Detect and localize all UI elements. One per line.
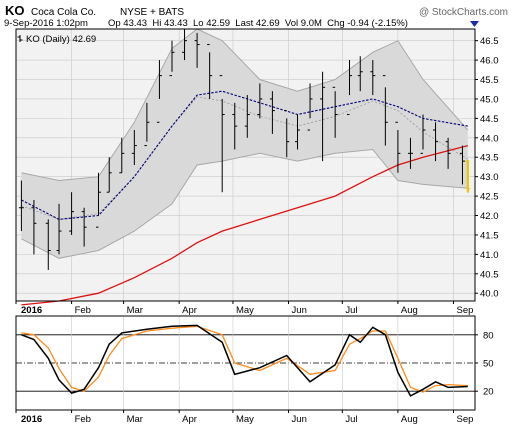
- bollinger-lower-line: [21, 148, 468, 259]
- price-tick-label: 43.5: [480, 153, 499, 164]
- stoch-x-label: Aug: [401, 414, 418, 425]
- price-tick-label: 46.5: [480, 36, 499, 47]
- company-name: Coca Cola Co.: [31, 7, 96, 18]
- price-x-label: Mar: [127, 305, 143, 316]
- stoch-tick-label: 50: [483, 359, 494, 370]
- price-x-label: Sep: [456, 305, 473, 316]
- price-x-label: Jun: [292, 305, 307, 316]
- price-tick-label: 41.0: [480, 250, 499, 261]
- price-tick-label: 42.0: [480, 211, 499, 222]
- price-x-label: Apr: [182, 305, 197, 316]
- stoch-d-line: [21, 325, 468, 393]
- price-x-label: 2016: [21, 305, 42, 316]
- bollinger-band: [21, 29, 468, 259]
- down-arrow-icon: [470, 21, 479, 27]
- price-tick-label: 45.5: [480, 75, 499, 86]
- stoch-x-label: 2016: [21, 414, 42, 425]
- stoch-x-label: May: [236, 414, 254, 425]
- ma-short-line: [21, 90, 468, 220]
- price-legend-label: KO (Daily) 42.69: [26, 34, 96, 45]
- price-tick-label: 40.5: [480, 269, 499, 280]
- stoch-tick-label: 80: [483, 330, 494, 341]
- price-tick-label: 43.0: [480, 172, 499, 183]
- stoch-x-label: Mar: [127, 414, 143, 425]
- price-x-label: Jul: [345, 305, 357, 316]
- exchange-label: NYSE + BATS: [120, 7, 184, 18]
- price-tick-label: 46.0: [480, 56, 499, 67]
- stoch-tick-label: 20: [483, 387, 494, 398]
- stoch-x-axis: 2016 Feb Mar Apr May Jun Jul Aug Sep: [15, 410, 473, 425]
- price-x-label: May: [236, 305, 254, 316]
- price-content: [18, 28, 471, 306]
- price-tick-label: 40.0: [480, 289, 499, 300]
- price-tick-label: 44.5: [480, 114, 499, 125]
- quote-date: 9-Sep-2016 1:02pm: [4, 18, 88, 29]
- candle-legend-icon: [17, 35, 23, 42]
- stoch-x-label: Feb: [75, 414, 91, 425]
- price-tick-label: 45.0: [480, 94, 499, 105]
- stoch-x-label: Jul: [345, 414, 357, 425]
- ma-long-line: [21, 144, 468, 306]
- price-tick-label: 42.5: [480, 192, 499, 203]
- price-panel-border: [15, 28, 476, 302]
- bollinger-upper-line: [21, 28, 469, 182]
- stoch-k-line: [21, 324, 468, 397]
- stoch-x-label: Sep: [456, 414, 473, 425]
- price-legend: KO (Daily) 42.69: [17, 34, 96, 45]
- price-tick-label: 44.0: [480, 133, 499, 144]
- price-axis: 46.5 46.0 45.5 45.0 44.5 44.0 43.5 43.0 42.5 42.0…: [475, 36, 499, 300]
- stoch-x-label: Jun: [292, 414, 307, 425]
- ticker-symbol: KO: [5, 3, 25, 18]
- stoch-grid: [15, 316, 475, 410]
- price-x-axis: 2016 Feb Mar Apr May Jun Jul Aug Sep: [15, 301, 473, 316]
- stoch-axis: 80 50 20: [475, 330, 494, 398]
- price-x-label: Aug: [401, 305, 418, 316]
- watermark: @ StockCharts.com: [419, 7, 508, 18]
- stoch-x-label: Apr: [182, 414, 197, 425]
- quote-summary: Op 43.43 Hi 43.43 Lo 42.59 Last 42.69 Vo…: [108, 18, 408, 29]
- stoch-content: [21, 324, 468, 397]
- price-tick-label: 41.5: [480, 230, 499, 241]
- bollinger-mid-line: [21, 96, 469, 220]
- price-x-label: Feb: [75, 305, 91, 316]
